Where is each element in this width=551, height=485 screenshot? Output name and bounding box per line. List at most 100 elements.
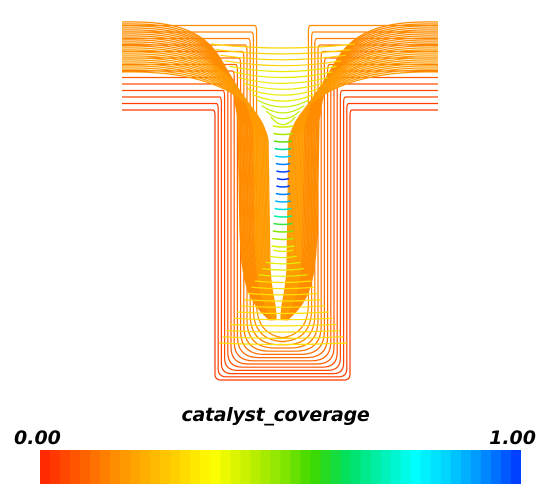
colorbar-segment	[260, 450, 272, 484]
colorbar-segment	[460, 450, 472, 484]
contour-line	[272, 237, 294, 241]
contour-line	[281, 59, 439, 321]
contour-line	[286, 23, 439, 321]
contour-line	[276, 177, 290, 181]
contour-line	[284, 39, 439, 321]
colorbar-segment	[160, 450, 171, 484]
contour-line	[269, 255, 297, 259]
colorbar-segment	[410, 450, 422, 484]
colorbar-segment	[360, 450, 372, 484]
contour-line	[210, 43, 356, 49]
contour-line	[121, 39, 273, 321]
contour-line	[121, 33, 272, 321]
contour-line	[122, 96, 438, 375]
contour-line	[275, 162, 291, 166]
contour-line	[247, 292, 319, 296]
lateral-contour-bands	[121, 21, 439, 321]
colorbar-segment	[40, 450, 51, 484]
contour-line	[283, 49, 439, 321]
contour-line	[273, 222, 293, 226]
contour-line	[121, 29, 272, 321]
inner-contour-lines	[210, 43, 356, 346]
contour-line	[284, 37, 439, 321]
contour-line	[286, 25, 439, 321]
colorbar-segment	[510, 450, 521, 484]
contour-line	[275, 200, 291, 203]
colorbar-segment	[210, 450, 221, 484]
contour-line	[121, 47, 274, 321]
contour-line	[121, 35, 273, 321]
colorbar-segment	[490, 450, 502, 484]
contour-line	[121, 55, 275, 321]
contour-line	[275, 155, 291, 158]
contour-line	[220, 54, 346, 61]
colorbar-segment	[380, 450, 392, 484]
contour-line	[236, 311, 330, 315]
colorbar-segment	[250, 450, 262, 484]
contour-line	[222, 336, 344, 339]
colorbar-segment	[90, 450, 101, 484]
colorbar-segment	[140, 450, 151, 484]
colorbar-segment	[70, 450, 81, 484]
colorbar-segment	[310, 450, 322, 484]
contour-line	[121, 23, 271, 321]
colorbar	[40, 450, 521, 484]
colorbar-segment	[280, 450, 292, 484]
colorbar-segment	[450, 450, 462, 484]
contour-line	[258, 274, 308, 277]
colorbar-segment	[100, 450, 111, 484]
colorbar-segment	[120, 450, 131, 484]
colorbar-segment	[270, 450, 282, 484]
contour-line	[121, 25, 271, 321]
colorbar-segment	[190, 450, 201, 484]
colorbar-segment	[400, 450, 412, 484]
contour-line	[282, 51, 439, 321]
contour-line	[121, 49, 274, 321]
contour-line	[121, 21, 271, 321]
contour-line	[276, 185, 290, 188]
contour-line	[282, 55, 439, 321]
contour-line	[265, 261, 301, 265]
colorbar-segment	[440, 450, 452, 484]
contour-line	[121, 53, 275, 321]
contour-line	[229, 65, 337, 73]
contour-plot	[121, 21, 439, 381]
contour-line	[256, 99, 310, 108]
colorbar-segment	[430, 450, 442, 484]
contour-line	[272, 249, 294, 253]
contour-line	[271, 245, 295, 248]
contour-line	[240, 305, 326, 308]
contour-line	[283, 47, 439, 321]
colorbar-segment	[300, 450, 312, 484]
colorbar-segment	[60, 450, 71, 484]
colorbar-segment	[330, 450, 342, 484]
contour-line	[254, 280, 312, 284]
colorbar-segment	[170, 450, 181, 484]
colorbar-segment	[390, 450, 402, 484]
colorbar-segment	[470, 450, 482, 484]
contour-line	[121, 45, 274, 321]
contour-line	[121, 61, 276, 321]
contour-line	[285, 33, 439, 321]
colorbar-segment	[200, 450, 211, 484]
contour-line	[229, 323, 337, 327]
contour-line	[121, 57, 275, 321]
colorbar-segment	[290, 450, 302, 484]
contour-line	[281, 63, 439, 321]
contour-line	[121, 41, 273, 321]
contour-line	[122, 57, 438, 355]
contour-line	[122, 50, 438, 352]
contour-line	[265, 110, 301, 120]
colorbar-segment	[80, 450, 91, 484]
contour-line	[233, 317, 333, 321]
contour-line	[284, 35, 439, 321]
contour-line	[273, 140, 293, 143]
colorbar-segment	[130, 450, 141, 484]
contour-line	[224, 60, 342, 67]
contour-line	[262, 268, 304, 271]
contour-line	[281, 61, 439, 321]
contour-line	[121, 31, 272, 321]
contour-line	[276, 170, 290, 173]
contour-line	[274, 147, 292, 151]
colorbar-segment	[370, 450, 382, 484]
